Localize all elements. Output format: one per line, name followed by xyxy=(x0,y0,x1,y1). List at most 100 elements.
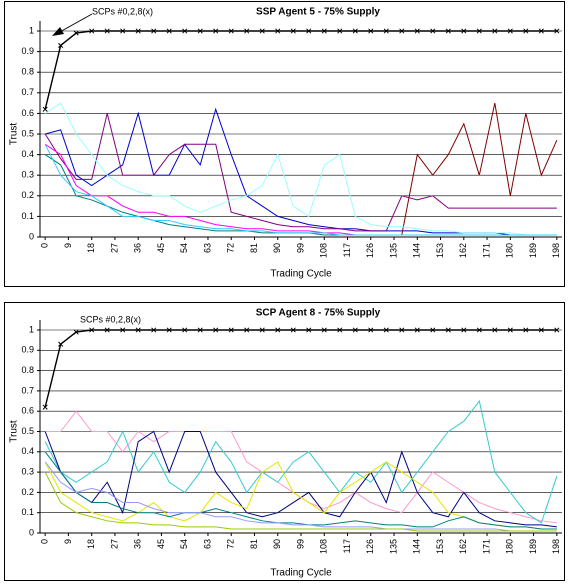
x-tick-label: 81 xyxy=(249,243,259,253)
series-line xyxy=(44,30,557,110)
marker xyxy=(383,327,389,333)
y-tick-label: 0.6 xyxy=(21,406,34,416)
x-tick-label: 162 xyxy=(458,539,468,554)
marker xyxy=(538,327,544,333)
marker xyxy=(337,327,343,333)
y-tick-label: 0.6 xyxy=(21,108,34,118)
series-line xyxy=(44,451,557,530)
y-tick-label: 0.3 xyxy=(21,170,34,180)
x-tick-label: 90 xyxy=(272,539,282,549)
y-tick-label: 0.8 xyxy=(21,67,34,77)
marker xyxy=(507,327,513,333)
marker xyxy=(89,327,95,333)
marker xyxy=(352,327,358,333)
y-tick-label: 0.3 xyxy=(21,466,34,476)
plot-area xyxy=(40,320,562,533)
marker xyxy=(368,28,374,34)
x-tick-label: 99 xyxy=(295,243,305,253)
marker xyxy=(430,327,436,333)
annotation-arrowhead xyxy=(52,27,64,36)
marker xyxy=(290,28,296,34)
y-tick-label: 0.7 xyxy=(21,385,34,395)
x-tick-label: 99 xyxy=(295,539,305,549)
marker xyxy=(120,28,126,34)
marker xyxy=(197,327,203,333)
marker xyxy=(182,28,188,34)
y-tick-label: 0.4 xyxy=(21,446,34,456)
x-tick-label: 189 xyxy=(528,539,538,554)
marker xyxy=(476,28,482,34)
y-tick-label: 1 xyxy=(29,25,34,35)
marker xyxy=(306,28,312,34)
marker xyxy=(523,28,529,34)
marker xyxy=(73,30,79,36)
marker xyxy=(104,28,110,34)
y-axis-title: Trust xyxy=(9,420,20,443)
x-tick-label: 27 xyxy=(109,539,119,549)
marker xyxy=(166,327,172,333)
x-tick-label: 81 xyxy=(249,539,259,549)
series-line xyxy=(401,102,558,236)
series-line xyxy=(44,102,557,236)
marker xyxy=(135,327,141,333)
marker xyxy=(352,28,358,34)
marker xyxy=(430,28,436,34)
marker xyxy=(414,28,420,34)
x-tick-label: 171 xyxy=(481,243,491,258)
annotation: SCPs #0,2,8(x) xyxy=(80,314,141,324)
x-tick-label: 171 xyxy=(481,539,491,554)
x-axis-title: Trading Cycle xyxy=(270,269,332,280)
marker xyxy=(151,28,157,34)
x-tick-label: 126 xyxy=(365,539,375,554)
y-tick-label: 0.1 xyxy=(21,507,34,517)
marker xyxy=(383,28,389,34)
x-tick-label: 189 xyxy=(528,243,538,258)
x-tick-label: 135 xyxy=(388,243,398,258)
marker xyxy=(244,327,250,333)
marker xyxy=(58,42,64,48)
x-tick-label: 162 xyxy=(458,243,468,258)
y-tick-label: 0 xyxy=(29,231,34,241)
marker xyxy=(461,28,467,34)
series-line xyxy=(44,144,557,236)
marker xyxy=(492,327,498,333)
y-tick-label: 0.2 xyxy=(21,190,34,200)
marker xyxy=(151,327,157,333)
series-line xyxy=(44,471,557,532)
marker xyxy=(523,327,529,333)
marker xyxy=(182,327,188,333)
x-tick-label: 63 xyxy=(202,539,212,549)
marker xyxy=(104,327,110,333)
marker xyxy=(228,327,234,333)
marker xyxy=(213,28,219,34)
x-tick-label: 180 xyxy=(505,539,515,554)
x-tick-label: 108 xyxy=(319,539,329,554)
x-tick-label: 0 xyxy=(40,243,50,248)
marker xyxy=(399,327,405,333)
y-tick-label: 1 xyxy=(29,324,34,334)
x-tick-label: 135 xyxy=(388,539,398,554)
series-line xyxy=(44,399,558,524)
y-tick-label: 0.5 xyxy=(21,128,34,138)
chart-title: SCP Agent 8 - 75% Supply xyxy=(256,308,381,319)
x-tick-label: 198 xyxy=(551,539,561,554)
marker xyxy=(461,327,467,333)
marker xyxy=(554,28,560,34)
y-tick-label: 0.5 xyxy=(21,426,34,436)
x-tick-label: 72 xyxy=(226,539,236,549)
marker xyxy=(213,327,219,333)
series-line xyxy=(44,461,557,532)
series-line xyxy=(44,113,557,232)
y-tick-label: 0.9 xyxy=(21,46,34,56)
x-tick-label: 9 xyxy=(63,243,73,248)
marker xyxy=(228,28,234,34)
x-tick-label: 117 xyxy=(342,539,352,553)
x-tick-label: 27 xyxy=(109,243,119,253)
marker xyxy=(337,28,343,34)
marker xyxy=(321,28,327,34)
x-tick-label: 117 xyxy=(342,243,352,257)
x-tick-label: 36 xyxy=(133,539,143,549)
x-tick-label: 54 xyxy=(179,539,189,549)
x-tick-label: 18 xyxy=(86,243,96,253)
